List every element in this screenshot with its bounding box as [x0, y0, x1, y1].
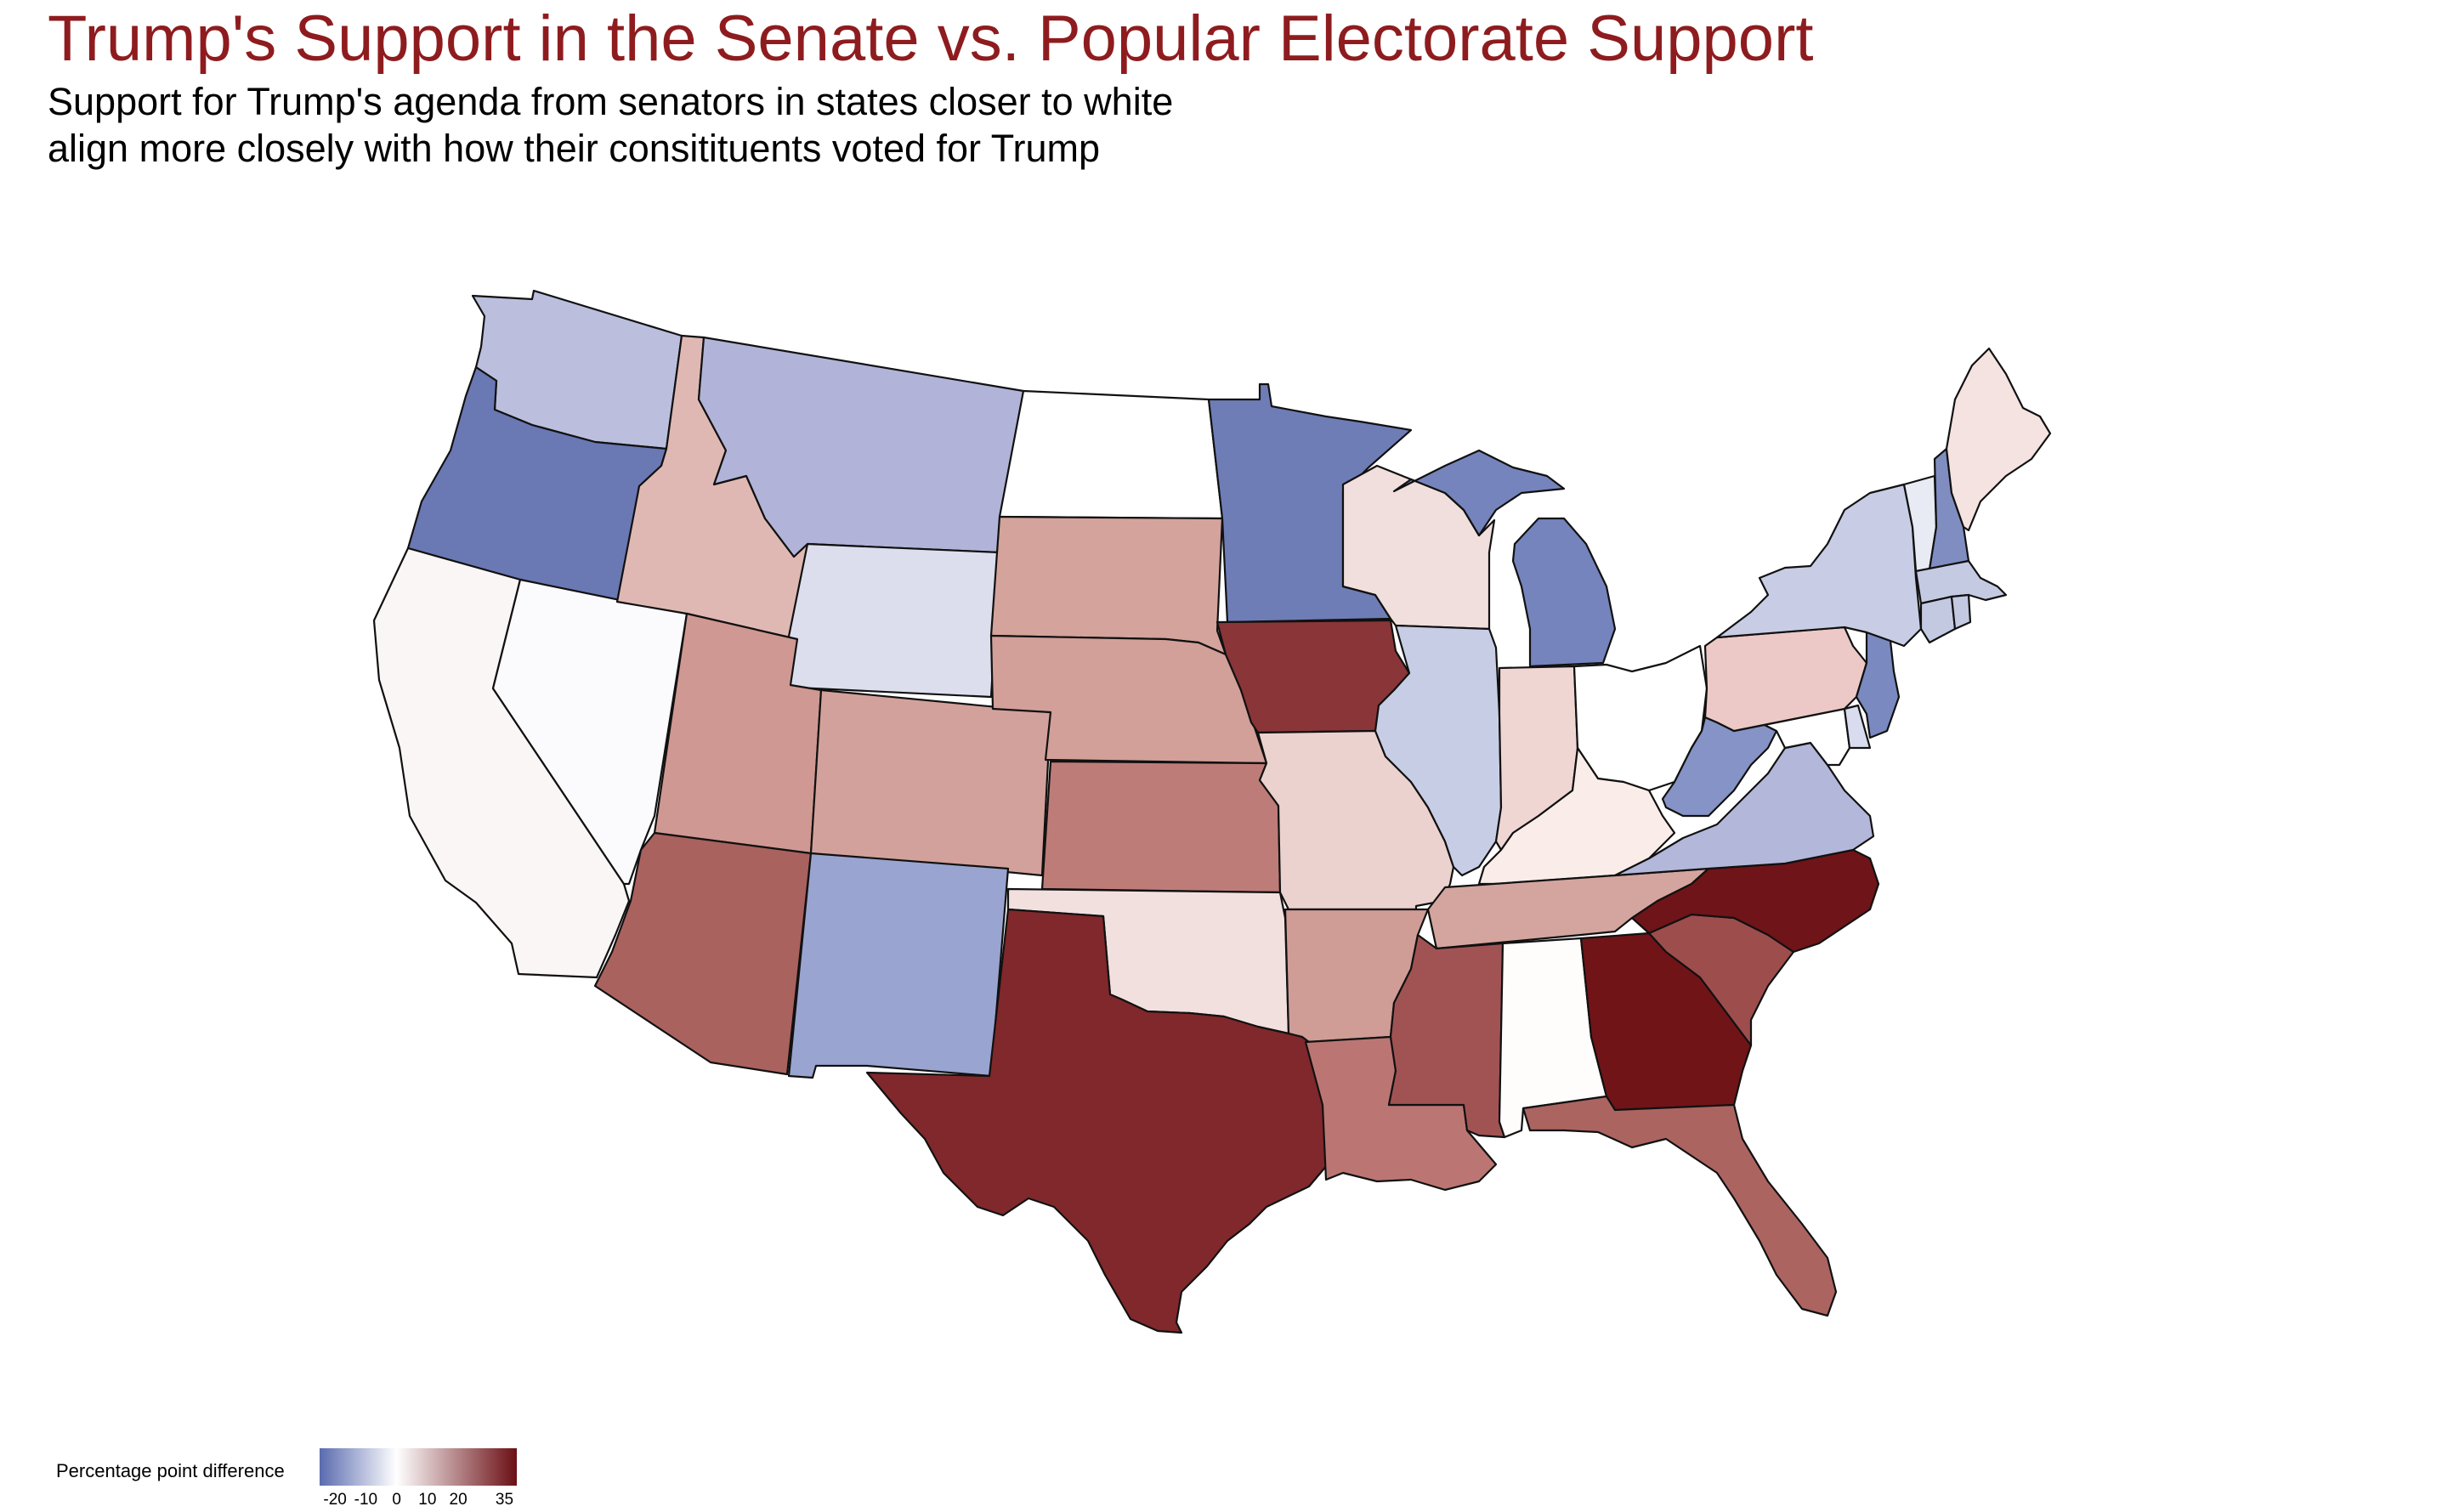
legend-tick: 20 — [449, 1491, 468, 1509]
state-KS — [1040, 760, 1282, 894]
legend-color-bar — [320, 1448, 517, 1486]
state-FL — [1522, 1095, 1838, 1317]
state-MI — [1392, 449, 1617, 668]
state-SD — [989, 515, 1227, 656]
state-ND — [998, 389, 1224, 520]
state-NM — [787, 852, 1010, 1079]
state-WY — [777, 542, 1001, 699]
legend-title: Percentage point difference — [56, 1460, 285, 1481]
state-MN — [1207, 382, 1413, 624]
state-NC — [1630, 848, 1880, 954]
legend-tick: 35 — [495, 1491, 514, 1509]
map-title: Trump's Support in the Senate vs. Popula… — [48, 3, 1814, 75]
state-RI — [1950, 593, 1972, 631]
map-subtitle: Support for Trump's agenda from senators… — [48, 78, 1173, 172]
legend-tick: -20 — [323, 1491, 347, 1509]
state-CO — [809, 688, 1052, 877]
state-VA — [1613, 741, 1875, 877]
legend-tick: 0 — [392, 1491, 401, 1509]
state-NJ — [1855, 631, 1901, 739]
state-WV — [1661, 716, 1778, 818]
state-CT — [1919, 595, 1957, 644]
subtitle-line-2: align more closely with how their consit… — [48, 127, 1101, 170]
legend-tick: 10 — [418, 1491, 437, 1509]
legend-tick: -10 — [354, 1491, 378, 1509]
state-NY — [1715, 483, 1923, 648]
state-ME — [1945, 347, 2052, 532]
state-DE — [1843, 704, 1872, 750]
state-TX — [865, 908, 1329, 1334]
subtitle-line-1: Support for Trump's agenda from senators… — [48, 80, 1174, 123]
